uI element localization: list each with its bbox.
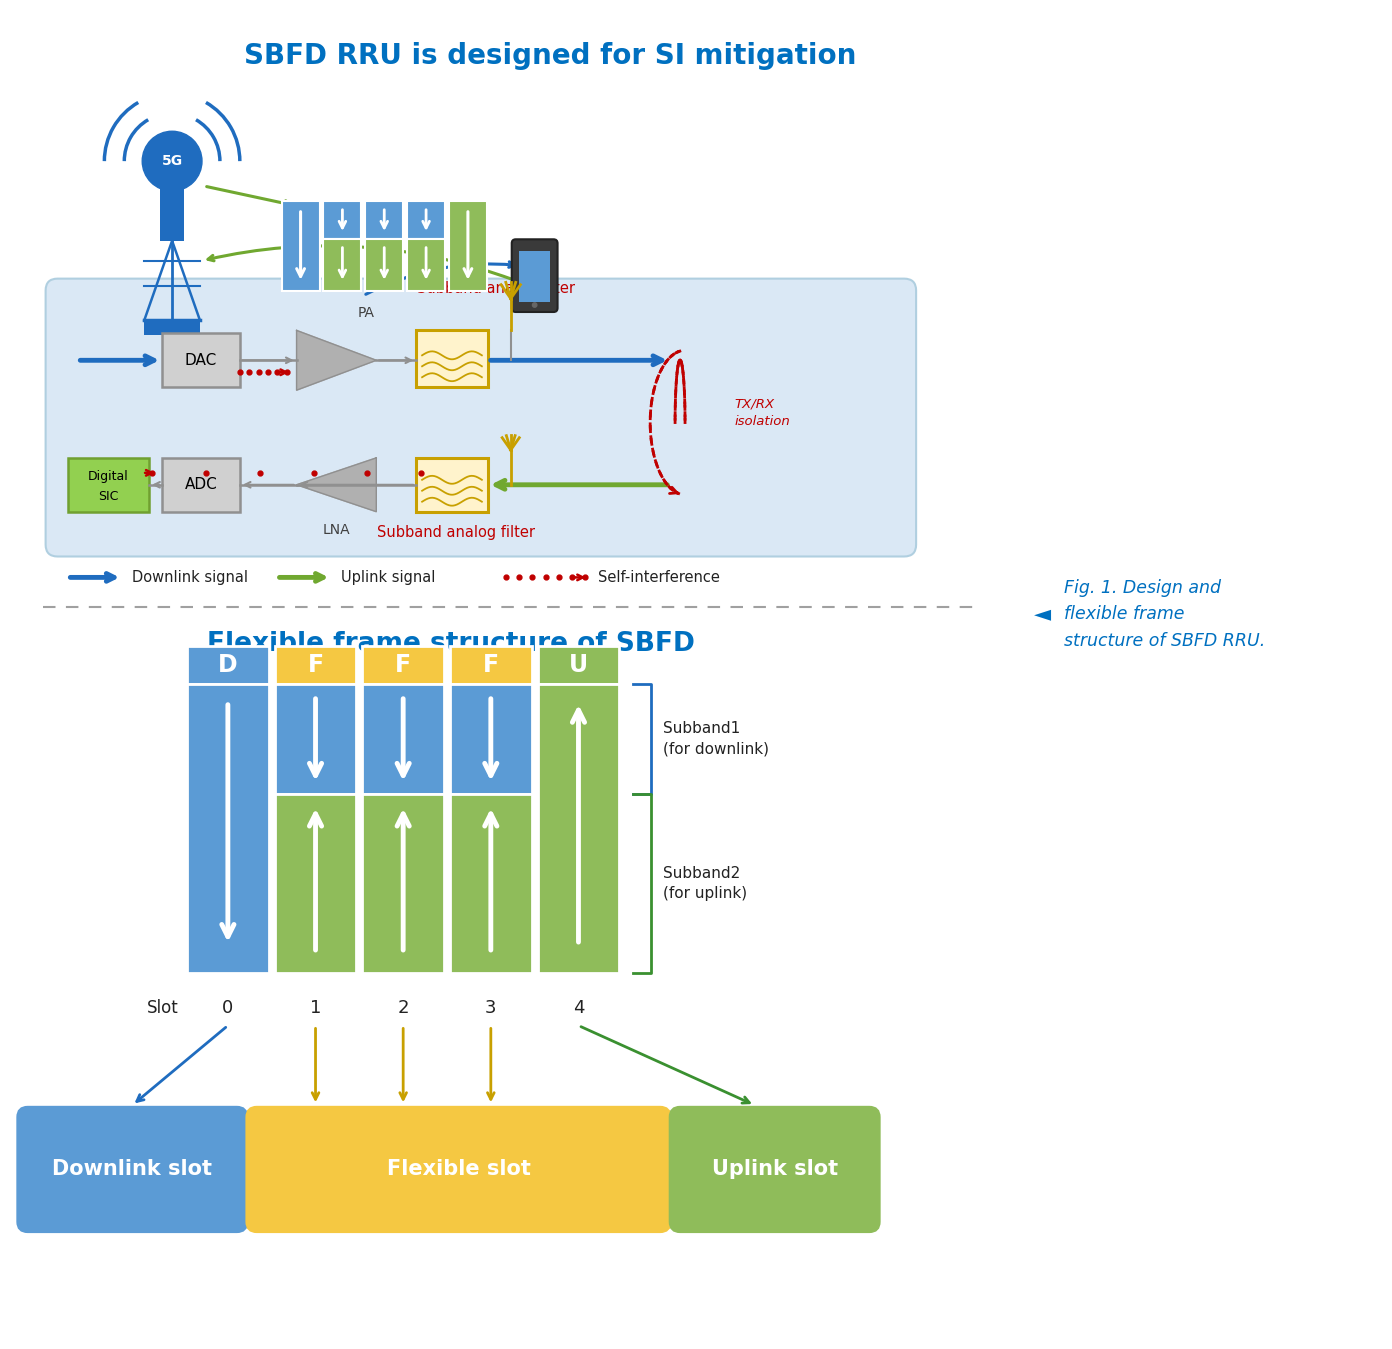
FancyBboxPatch shape	[274, 793, 356, 973]
Text: Downlink signal: Downlink signal	[132, 569, 248, 585]
FancyBboxPatch shape	[365, 239, 404, 290]
Text: Subband1
(for downlink): Subband1 (for downlink)	[663, 722, 770, 757]
Polygon shape	[296, 331, 376, 390]
FancyBboxPatch shape	[519, 251, 550, 302]
FancyBboxPatch shape	[145, 321, 200, 336]
Text: 3: 3	[484, 998, 497, 1017]
Circle shape	[533, 302, 537, 308]
Text: Slot: Slot	[148, 998, 180, 1017]
FancyBboxPatch shape	[323, 239, 362, 290]
FancyBboxPatch shape	[68, 457, 149, 511]
Text: ADC: ADC	[185, 478, 217, 492]
FancyBboxPatch shape	[512, 239, 558, 312]
Text: Flexible slot: Flexible slot	[387, 1159, 530, 1179]
FancyBboxPatch shape	[450, 684, 532, 793]
Text: 5G: 5G	[161, 154, 182, 169]
Text: F: F	[483, 653, 498, 677]
FancyBboxPatch shape	[362, 646, 444, 684]
FancyBboxPatch shape	[281, 201, 320, 290]
Text: SBFD RRU is designed for SI mitigation: SBFD RRU is designed for SI mitigation	[245, 42, 856, 70]
Text: Subband analog filter: Subband analog filter	[416, 281, 575, 295]
FancyBboxPatch shape	[450, 201, 487, 290]
FancyBboxPatch shape	[362, 793, 444, 973]
Text: 0: 0	[223, 998, 234, 1017]
FancyBboxPatch shape	[18, 1108, 246, 1232]
FancyBboxPatch shape	[365, 201, 404, 239]
Text: Subband analog filter: Subband analog filter	[377, 525, 535, 540]
FancyBboxPatch shape	[274, 646, 356, 684]
Text: Subband2
(for uplink): Subband2 (for uplink)	[663, 866, 748, 901]
Text: LNA: LNA	[323, 522, 351, 537]
Text: Fig. 1. Design and
flexible frame
structure of SBFD RRU.: Fig. 1. Design and flexible frame struct…	[1063, 579, 1265, 650]
Text: F: F	[308, 653, 323, 677]
Text: D: D	[219, 653, 238, 677]
FancyBboxPatch shape	[450, 793, 532, 973]
Text: Self-interference: Self-interference	[599, 569, 720, 585]
Text: ◄: ◄	[1034, 604, 1051, 625]
Text: 1: 1	[310, 998, 322, 1017]
FancyBboxPatch shape	[46, 279, 916, 557]
FancyBboxPatch shape	[323, 201, 362, 239]
Text: U: U	[569, 653, 587, 677]
Text: 2: 2	[398, 998, 409, 1017]
Text: Downlink slot: Downlink slot	[53, 1159, 212, 1179]
Text: 4: 4	[572, 998, 585, 1017]
FancyBboxPatch shape	[274, 684, 356, 793]
FancyBboxPatch shape	[537, 684, 619, 973]
FancyBboxPatch shape	[416, 331, 487, 387]
FancyBboxPatch shape	[670, 1108, 880, 1232]
Text: SIC: SIC	[99, 490, 118, 503]
FancyBboxPatch shape	[406, 239, 445, 290]
FancyBboxPatch shape	[537, 646, 619, 684]
Text: F: F	[395, 653, 411, 677]
FancyBboxPatch shape	[362, 684, 444, 793]
FancyBboxPatch shape	[161, 457, 239, 511]
Text: Flexible frame structure of SBFD: Flexible frame structure of SBFD	[207, 631, 695, 657]
Text: Uplink signal: Uplink signal	[341, 569, 436, 585]
FancyBboxPatch shape	[160, 181, 184, 240]
Text: Digital: Digital	[88, 471, 128, 483]
FancyBboxPatch shape	[187, 646, 269, 684]
Text: DAC: DAC	[185, 353, 217, 368]
FancyBboxPatch shape	[246, 1108, 670, 1232]
FancyBboxPatch shape	[187, 684, 269, 973]
Circle shape	[142, 131, 202, 192]
FancyBboxPatch shape	[161, 333, 239, 387]
FancyBboxPatch shape	[450, 646, 532, 684]
Text: Uplink slot: Uplink slot	[711, 1159, 838, 1179]
Polygon shape	[296, 457, 376, 511]
FancyBboxPatch shape	[406, 201, 445, 239]
Text: TX/RX
isolation: TX/RX isolation	[735, 398, 791, 428]
Text: PA: PA	[358, 306, 374, 321]
FancyBboxPatch shape	[416, 457, 487, 511]
